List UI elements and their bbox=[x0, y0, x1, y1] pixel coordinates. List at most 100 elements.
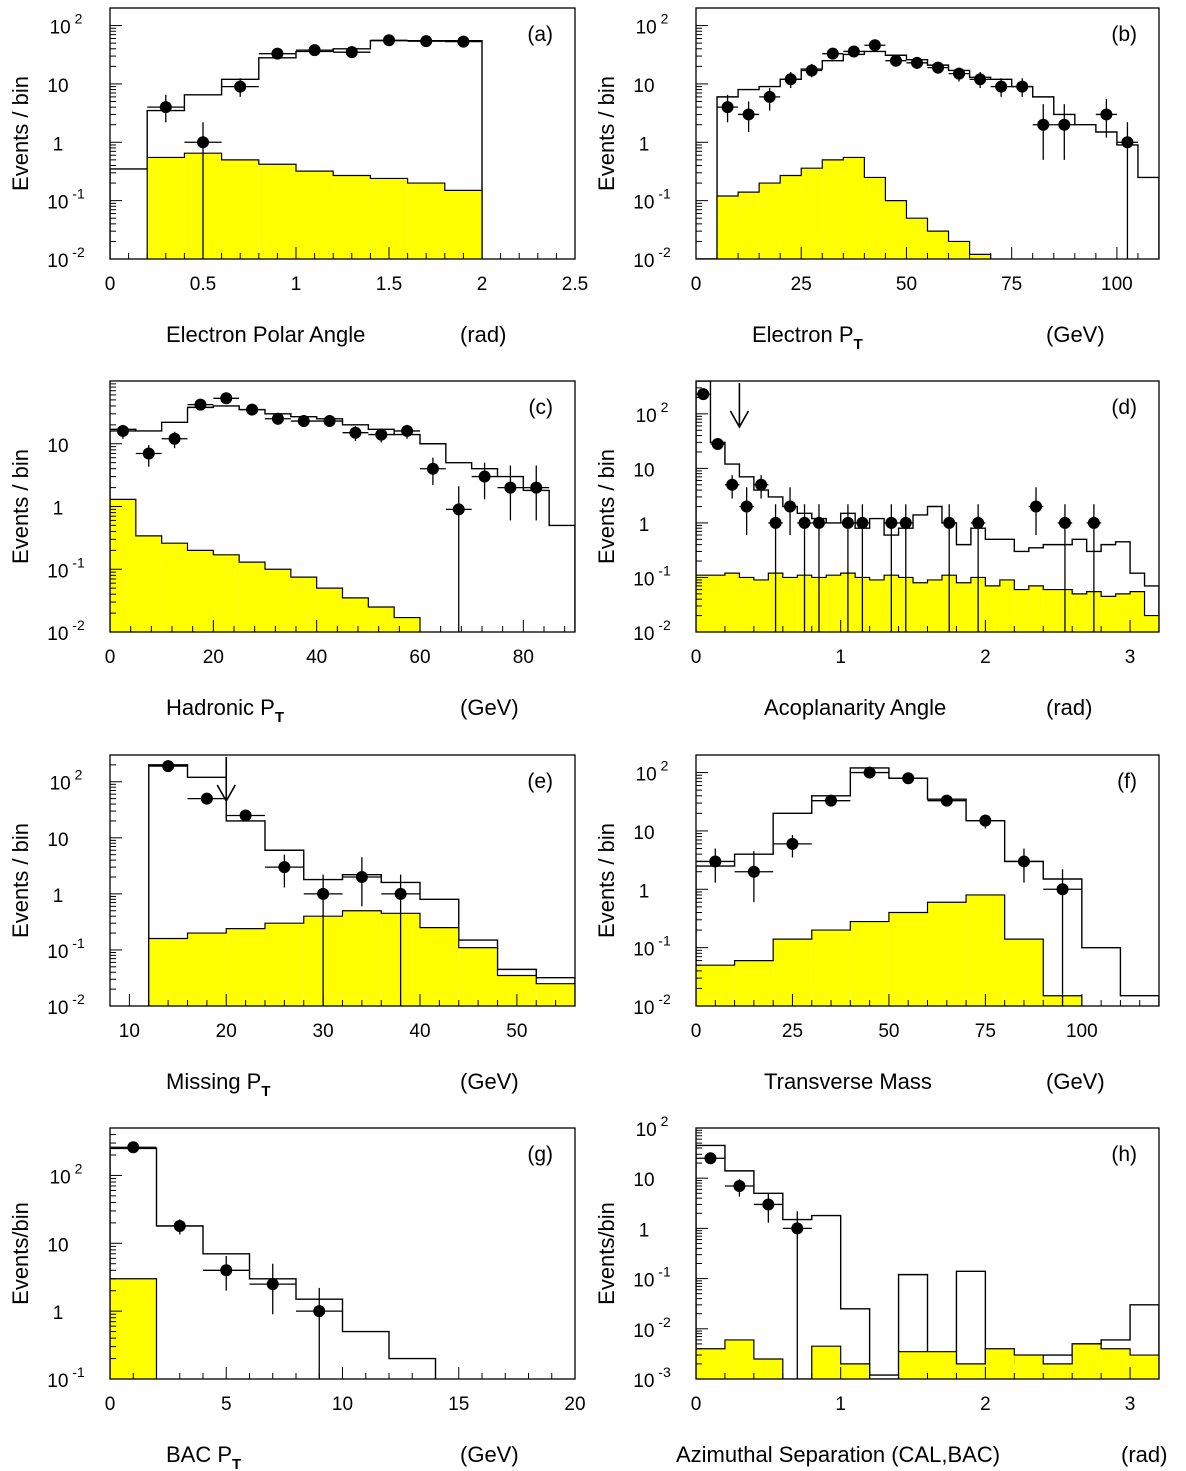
y-axis-label: Events/bin bbox=[8, 1202, 33, 1305]
signal-bin bbox=[826, 575, 841, 632]
signal-bin bbox=[864, 177, 886, 259]
y-tick-label: 10 -2 bbox=[633, 244, 671, 272]
x-tick-label: 2.5 bbox=[562, 274, 588, 295]
y-tick-label: 1 bbox=[639, 134, 650, 155]
y-tick-label: 10 -2 bbox=[47, 617, 85, 645]
data-point bbox=[885, 516, 898, 529]
signal-bin bbox=[1072, 593, 1087, 632]
data-point bbox=[159, 101, 172, 114]
signal-bin bbox=[985, 585, 1000, 632]
signal-bin bbox=[710, 575, 725, 632]
x-axis-unit: (rad) bbox=[1046, 695, 1092, 720]
signal-bin bbox=[1014, 1355, 1044, 1379]
data-point bbox=[162, 760, 175, 773]
data-point bbox=[308, 44, 321, 57]
y-tick-label: 10 bbox=[47, 76, 68, 97]
data-point bbox=[426, 462, 439, 475]
signal-bin bbox=[696, 575, 711, 632]
signal-bin bbox=[801, 168, 823, 259]
data-point bbox=[1030, 500, 1043, 513]
x-axis-label: Missing PT bbox=[166, 1069, 271, 1100]
x-axis-label: Transverse Mass bbox=[764, 1069, 932, 1094]
data-point bbox=[742, 108, 755, 121]
signal-bin bbox=[898, 1351, 928, 1379]
signal-outline bbox=[696, 894, 1083, 1006]
x-tick-label: 80 bbox=[513, 647, 534, 668]
x-tick-label: 50 bbox=[896, 274, 917, 295]
data-point bbox=[786, 837, 799, 850]
x-tick-label: 0 bbox=[691, 1394, 702, 1415]
x-tick-label: 100 bbox=[1066, 1021, 1098, 1042]
data-point bbox=[1016, 80, 1029, 93]
data-point bbox=[168, 432, 181, 445]
signal-bin bbox=[717, 196, 739, 259]
signal-bin bbox=[906, 218, 928, 259]
signal-bin bbox=[759, 183, 781, 259]
data-point bbox=[726, 478, 739, 491]
y-tick-label: 1 bbox=[53, 886, 64, 907]
y-tick-label: 10 2 bbox=[50, 11, 83, 39]
plot-area bbox=[696, 1144, 1159, 1379]
x-tick-label: 25 bbox=[791, 274, 812, 295]
signal-bin bbox=[110, 499, 136, 632]
x-axis-label-text: Acoplanarity Angle bbox=[764, 695, 946, 720]
x-axis-unit: (GeV) bbox=[1046, 1069, 1105, 1094]
data-point bbox=[910, 56, 923, 69]
y-tick-label: 1 bbox=[639, 881, 650, 902]
panel-a: 0 0.5 1 1.5 2 2.5 10 -2 10 -1 1 10 10 2 (a) Events /… bbox=[8, 7, 588, 347]
x-axis-unit: (GeV) bbox=[460, 1442, 519, 1467]
signal-bin bbox=[161, 543, 188, 632]
y-tick-label: 10 -3 bbox=[633, 1364, 671, 1392]
signal-bin bbox=[458, 947, 498, 1006]
data-point bbox=[709, 855, 722, 868]
data-point bbox=[530, 481, 543, 494]
data-point bbox=[826, 47, 839, 60]
data-point bbox=[1087, 516, 1100, 529]
y-tick-label: 10 -1 bbox=[47, 554, 85, 582]
data-point bbox=[200, 792, 213, 805]
data-point bbox=[313, 1305, 326, 1318]
signal-bin bbox=[296, 171, 334, 259]
signal-bin bbox=[1130, 1355, 1159, 1379]
x-axis-label-text: BAC P bbox=[166, 1442, 232, 1467]
x-tick-label: 2 bbox=[477, 274, 488, 295]
panel-tag: (f) bbox=[1117, 770, 1137, 793]
data-point bbox=[349, 426, 362, 439]
signal-bin bbox=[966, 894, 1005, 1006]
data-point bbox=[943, 516, 956, 529]
signal-bin bbox=[811, 1346, 841, 1379]
signal-bin bbox=[1004, 939, 1044, 1006]
y-axis-label: Events / bin bbox=[8, 823, 33, 938]
data-point bbox=[762, 1198, 775, 1211]
data-point bbox=[1058, 516, 1071, 529]
x-axis-label-subscript: T bbox=[232, 1456, 241, 1471]
signal-bin bbox=[782, 577, 798, 632]
data-point bbox=[979, 814, 992, 827]
data-point bbox=[721, 101, 734, 114]
panel-b: 0 25 50 75 100 10 -2 10 -1 1 10 10 2 (b) Events / b… bbox=[594, 7, 1160, 353]
y-tick-label: 10 -1 bbox=[633, 186, 671, 214]
data-point bbox=[697, 388, 710, 401]
signal-bin bbox=[342, 597, 369, 632]
x-tick-label: 0 bbox=[105, 1394, 116, 1415]
signal-outline bbox=[716, 156, 992, 259]
data-point bbox=[127, 1141, 140, 1154]
data-point bbox=[763, 90, 776, 103]
signal-bin bbox=[1014, 589, 1029, 632]
y-tick-label: 10 2 bbox=[636, 11, 669, 39]
total-histogram bbox=[110, 1147, 437, 1379]
data-point bbox=[401, 424, 414, 437]
signal-bin bbox=[187, 933, 227, 1006]
x-tick-label: 10 bbox=[332, 1394, 353, 1415]
plot-frame bbox=[109, 7, 576, 260]
x-axis-label-text: Azimuthal Separation (CAL,BAC) bbox=[676, 1442, 1000, 1467]
data-point bbox=[116, 424, 129, 437]
y-tick-label: 10 -1 bbox=[633, 1264, 671, 1292]
panel-d: 0 1 2 3 10 -2 10 -1 1 10 10 2 (d) Events / bin Acop… bbox=[594, 380, 1160, 720]
data-point bbox=[856, 516, 869, 529]
signal-bin bbox=[148, 938, 188, 1006]
signal-bin bbox=[290, 577, 317, 632]
data-point bbox=[784, 73, 797, 86]
signal-bin bbox=[739, 577, 754, 632]
signal-bin bbox=[265, 569, 291, 632]
